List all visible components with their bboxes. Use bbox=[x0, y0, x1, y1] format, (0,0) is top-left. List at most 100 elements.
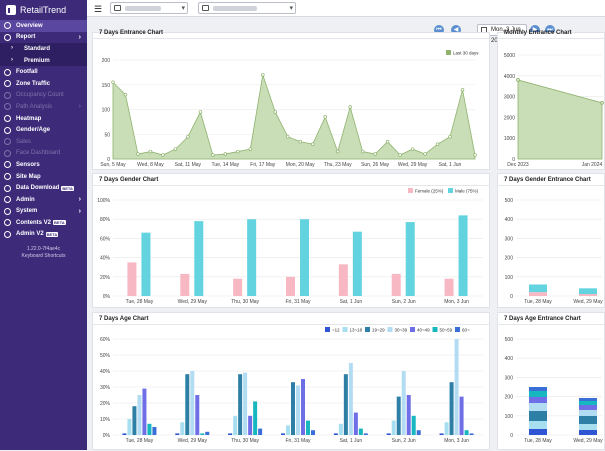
age-entrance-panel: 7 Days Age Entrance Chart 0 100 200 300 400 5… bbox=[497, 312, 605, 450]
bar bbox=[529, 391, 547, 397]
sidebar-item-label: Sensors bbox=[16, 161, 40, 168]
y-tick-label: 0 bbox=[510, 433, 513, 439]
bar bbox=[180, 422, 185, 435]
bar bbox=[258, 428, 263, 435]
last-date-button[interactable]: ⏭ bbox=[545, 25, 555, 35]
brand[interactable]: RetailTrend bbox=[0, 0, 87, 20]
sidebar-item-occupancy-count[interactable]: Occupancy Count bbox=[0, 90, 87, 102]
y-tick-label: 60% bbox=[100, 337, 111, 343]
site-select[interactable]: ▾ bbox=[110, 2, 188, 14]
y-tick-label: 100 bbox=[505, 414, 514, 420]
sidebar-item-zone-traffic[interactable]: Zone Traffic bbox=[0, 78, 87, 90]
sidebar-item-path-analysis[interactable]: Path Analysis › bbox=[0, 101, 87, 113]
gender-entrance-title: 7 Days Gender Entrance Chart bbox=[498, 174, 604, 186]
x-tick-label: Thu, 23 May bbox=[324, 162, 352, 168]
x-tick-label: Sat, 1 Jun bbox=[439, 162, 462, 168]
y-tick-label: 0% bbox=[103, 433, 111, 439]
chevron-down-icon: ▾ bbox=[181, 5, 185, 12]
x-tick-label: Mon, 3 Jun bbox=[444, 438, 469, 444]
bar bbox=[405, 222, 415, 296]
chevron-right-icon: › bbox=[11, 45, 13, 52]
y-tick-label: 3000 bbox=[504, 95, 515, 101]
y-tick-label: 100% bbox=[97, 198, 110, 204]
bar bbox=[416, 430, 421, 435]
sidebar-item-gender-age[interactable]: Gender/Age bbox=[0, 124, 87, 136]
x-tick-label: Thu, 30 May bbox=[231, 299, 259, 305]
bar bbox=[396, 396, 401, 435]
y-tick-label: 1000 bbox=[504, 136, 515, 142]
age-title: 7 Days Age Chart bbox=[93, 313, 489, 325]
store-select[interactable]: ▾ bbox=[198, 2, 296, 14]
bar bbox=[458, 215, 468, 296]
bar bbox=[348, 363, 353, 435]
sidebar-item-label: Site Map bbox=[16, 173, 41, 180]
bar bbox=[444, 422, 449, 435]
legend-swatch bbox=[432, 327, 438, 332]
data-point bbox=[286, 134, 290, 139]
bar bbox=[127, 419, 132, 435]
face-icon bbox=[4, 149, 11, 157]
y-tick-label: 0 bbox=[512, 157, 515, 163]
sidebar-item-contents-v2[interactable]: Contents V2 BETA bbox=[0, 217, 87, 229]
bar bbox=[454, 339, 459, 435]
sidebar-item-label: Overview bbox=[16, 22, 43, 29]
bar bbox=[180, 273, 190, 296]
sidebar-item-sensors[interactable]: Sensors bbox=[0, 159, 87, 171]
sidebar-item-footfall[interactable]: Footfall bbox=[0, 66, 87, 78]
admin-icon bbox=[4, 230, 11, 238]
sidebar-item-face-dashboard[interactable]: Face Dashboard bbox=[0, 148, 87, 160]
beta-badge: BETA bbox=[61, 185, 74, 191]
x-tick-label: Wed, 29 May bbox=[573, 299, 603, 305]
x-tick-label: Sat, 11 May bbox=[175, 162, 202, 168]
sidebar-item-report[interactable]: Report › bbox=[0, 32, 87, 44]
sidebar-item-label: Footfall bbox=[16, 69, 38, 76]
data-point bbox=[186, 134, 190, 139]
data-point bbox=[298, 139, 302, 144]
bar bbox=[391, 273, 401, 296]
sidebar-item-label: Zone Traffic bbox=[16, 80, 51, 87]
bar bbox=[579, 430, 597, 435]
menu-icon[interactable]: ☰ bbox=[94, 4, 103, 14]
brand-name: RetailTrend bbox=[20, 5, 67, 15]
legend-swatch bbox=[455, 327, 460, 332]
bar bbox=[449, 382, 454, 435]
x-tick-label: Dec 2023 bbox=[507, 162, 529, 168]
legend-label: 19~29 bbox=[372, 328, 385, 333]
sidebar-item-data-download[interactable]: Data Download BETA bbox=[0, 182, 87, 194]
data-point bbox=[323, 115, 327, 119]
next-date-button[interactable]: ▶ bbox=[530, 25, 540, 35]
sidebar-item-premium[interactable]: › Premium bbox=[0, 54, 87, 67]
monthly-entrance-panel: Monthly Entrance Chart 0 1000 2000 3000 4000… bbox=[497, 30, 605, 170]
sidebar-item-sales[interactable]: Sales bbox=[0, 136, 87, 148]
keyboard-shortcuts-link[interactable]: Keyboard Shortcuts bbox=[21, 253, 66, 260]
sidebar-item-heatmap[interactable]: Heatmap bbox=[0, 113, 87, 125]
x-tick-label: Fri, 17 May bbox=[250, 162, 276, 168]
x-tick-label: Tue, 28 May bbox=[126, 438, 154, 444]
bar bbox=[233, 415, 238, 435]
y-tick-label: 60% bbox=[100, 236, 111, 242]
bar bbox=[185, 374, 190, 435]
x-tick-label: Wed, 8 May bbox=[137, 162, 164, 168]
sidebar-item-admin[interactable]: Admin › bbox=[0, 194, 87, 206]
bar bbox=[147, 423, 152, 435]
sidebar-item-site-map[interactable]: Site Map bbox=[0, 171, 87, 183]
legend-label: 30~39 bbox=[395, 328, 408, 333]
x-tick-label: Wed, 29 May bbox=[178, 438, 208, 444]
bar bbox=[343, 374, 348, 435]
first-date-button[interactable]: ⏮ bbox=[434, 25, 444, 35]
bar bbox=[444, 278, 454, 296]
prev-date-button[interactable]: ◀ bbox=[451, 25, 461, 35]
chevron-down-icon: ▾ bbox=[289, 5, 293, 12]
bar bbox=[352, 231, 362, 296]
sidebar-item-system[interactable]: System › bbox=[0, 206, 87, 218]
y-tick-label: 100 bbox=[102, 108, 111, 114]
map-icon bbox=[4, 173, 11, 181]
sidebar-item-admin-v2[interactable]: Admin V2 BETA bbox=[0, 229, 87, 241]
bar bbox=[306, 420, 310, 435]
sidebar-item-standard[interactable]: › Standard bbox=[0, 43, 87, 55]
y-tick-label: 200 bbox=[102, 58, 111, 64]
sidebar-item-label: Contents V2 bbox=[16, 219, 52, 226]
bar bbox=[195, 395, 200, 435]
data-point bbox=[360, 149, 365, 154]
sidebar-item-overview[interactable]: Overview bbox=[0, 20, 87, 32]
